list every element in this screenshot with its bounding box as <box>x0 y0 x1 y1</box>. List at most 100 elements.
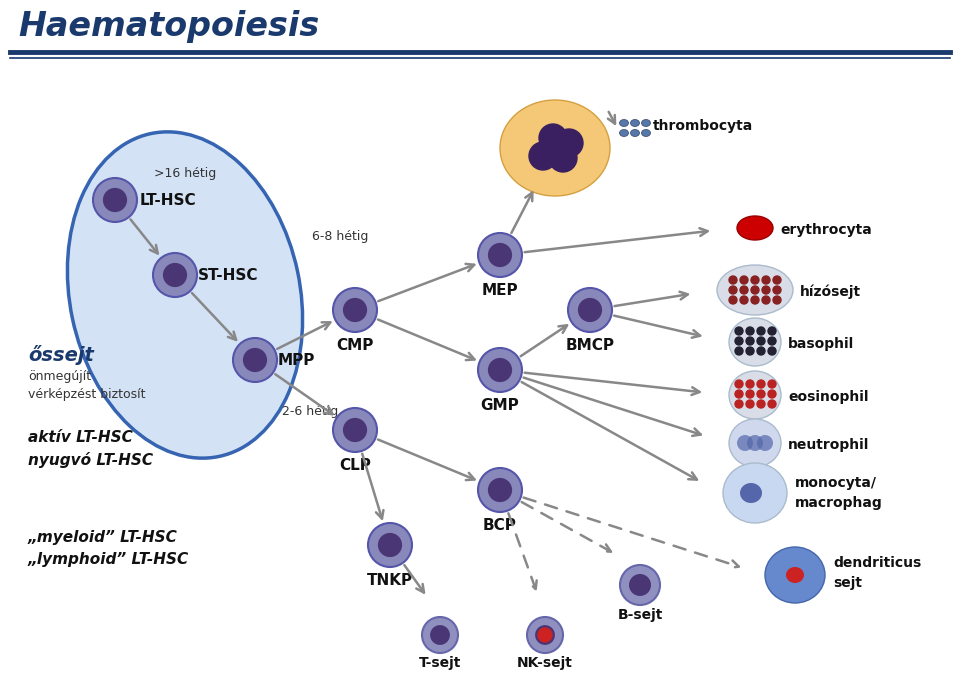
Circle shape <box>729 286 737 294</box>
Circle shape <box>535 625 555 645</box>
Text: monocyta/: monocyta/ <box>795 476 877 490</box>
Circle shape <box>768 390 776 398</box>
Text: nyugvó LT-HSC: nyugvó LT-HSC <box>28 452 154 468</box>
Text: macrophag: macrophag <box>795 496 883 510</box>
Ellipse shape <box>740 483 762 503</box>
Text: basophil: basophil <box>788 337 854 351</box>
Ellipse shape <box>717 265 793 315</box>
Circle shape <box>757 337 765 345</box>
Circle shape <box>768 337 776 345</box>
Circle shape <box>103 188 127 212</box>
Ellipse shape <box>641 129 651 136</box>
Circle shape <box>555 129 583 157</box>
Text: GMP: GMP <box>481 398 519 413</box>
Text: hízósejt: hízósejt <box>800 285 861 299</box>
Text: 2-6 hétig: 2-6 hétig <box>282 405 338 418</box>
Ellipse shape <box>729 371 781 419</box>
Circle shape <box>729 276 737 284</box>
Text: „myeloid” LT-HSC: „myeloid” LT-HSC <box>28 530 178 545</box>
Circle shape <box>233 338 277 382</box>
Text: eosinophil: eosinophil <box>788 390 869 404</box>
Circle shape <box>620 565 660 605</box>
Ellipse shape <box>737 216 773 240</box>
Circle shape <box>243 348 267 372</box>
Circle shape <box>768 347 776 355</box>
Circle shape <box>478 348 522 392</box>
Circle shape <box>568 288 612 332</box>
Ellipse shape <box>786 567 804 583</box>
Ellipse shape <box>765 547 825 603</box>
Circle shape <box>751 276 759 284</box>
Circle shape <box>737 435 753 451</box>
Ellipse shape <box>619 119 629 127</box>
Text: dendriticus: dendriticus <box>833 556 922 570</box>
Circle shape <box>735 390 743 398</box>
Circle shape <box>488 478 512 502</box>
Circle shape <box>746 380 754 388</box>
Circle shape <box>478 468 522 512</box>
Ellipse shape <box>641 119 651 127</box>
Circle shape <box>740 296 748 304</box>
Circle shape <box>430 625 450 645</box>
Circle shape <box>751 286 759 294</box>
Text: CLP: CLP <box>339 458 371 473</box>
Circle shape <box>746 327 754 335</box>
Text: Haematopoiesis: Haematopoiesis <box>18 10 320 43</box>
Circle shape <box>488 243 512 267</box>
Circle shape <box>735 327 743 335</box>
Circle shape <box>527 617 563 653</box>
Circle shape <box>757 347 765 355</box>
Circle shape <box>343 418 367 442</box>
Circle shape <box>549 144 577 172</box>
Circle shape <box>757 435 773 451</box>
Ellipse shape <box>67 132 302 458</box>
Text: MEP: MEP <box>482 283 518 298</box>
Circle shape <box>735 380 743 388</box>
Circle shape <box>629 574 651 596</box>
Circle shape <box>578 298 602 322</box>
Circle shape <box>762 296 770 304</box>
Text: BMCP: BMCP <box>565 338 614 353</box>
Text: >16 hétig: >16 hétig <box>154 167 216 180</box>
Circle shape <box>773 296 781 304</box>
Text: T-sejt: T-sejt <box>419 656 461 670</box>
Circle shape <box>163 263 187 287</box>
Text: CMP: CMP <box>336 338 373 353</box>
Text: MPP: MPP <box>278 353 316 368</box>
Text: erythrocyta: erythrocyta <box>780 223 872 237</box>
Ellipse shape <box>619 129 629 136</box>
Circle shape <box>422 617 458 653</box>
Circle shape <box>93 178 137 222</box>
Text: vérképzést biztosít: vérképzést biztosít <box>28 388 146 401</box>
Ellipse shape <box>723 463 787 523</box>
Circle shape <box>773 286 781 294</box>
Circle shape <box>333 288 377 332</box>
Circle shape <box>478 233 522 277</box>
Circle shape <box>740 286 748 294</box>
Text: ST-HSC: ST-HSC <box>198 268 258 283</box>
Text: őssejt: őssejt <box>28 345 94 365</box>
Circle shape <box>773 276 781 284</box>
Circle shape <box>746 390 754 398</box>
Circle shape <box>538 628 552 642</box>
Text: önmegújít: önmegújít <box>28 370 91 383</box>
Text: sejt: sejt <box>833 576 862 590</box>
Circle shape <box>529 142 557 170</box>
Circle shape <box>762 286 770 294</box>
Circle shape <box>735 337 743 345</box>
Circle shape <box>488 358 512 382</box>
Circle shape <box>757 390 765 398</box>
Circle shape <box>757 327 765 335</box>
Circle shape <box>740 276 748 284</box>
Circle shape <box>751 296 759 304</box>
Circle shape <box>768 327 776 335</box>
Circle shape <box>729 296 737 304</box>
Circle shape <box>747 435 763 451</box>
Circle shape <box>368 523 412 567</box>
Circle shape <box>735 347 743 355</box>
Text: „lymphoid” LT-HSC: „lymphoid” LT-HSC <box>28 552 189 567</box>
Text: thrombocyta: thrombocyta <box>653 119 754 133</box>
Text: 6-8 hétig: 6-8 hétig <box>312 230 369 243</box>
Circle shape <box>768 400 776 408</box>
Circle shape <box>746 337 754 345</box>
